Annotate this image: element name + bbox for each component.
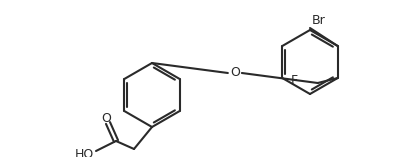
- Text: F: F: [290, 73, 297, 87]
- Text: Br: Br: [312, 14, 326, 27]
- Text: HO: HO: [75, 149, 94, 157]
- Text: O: O: [230, 65, 240, 78]
- Text: O: O: [101, 111, 111, 125]
